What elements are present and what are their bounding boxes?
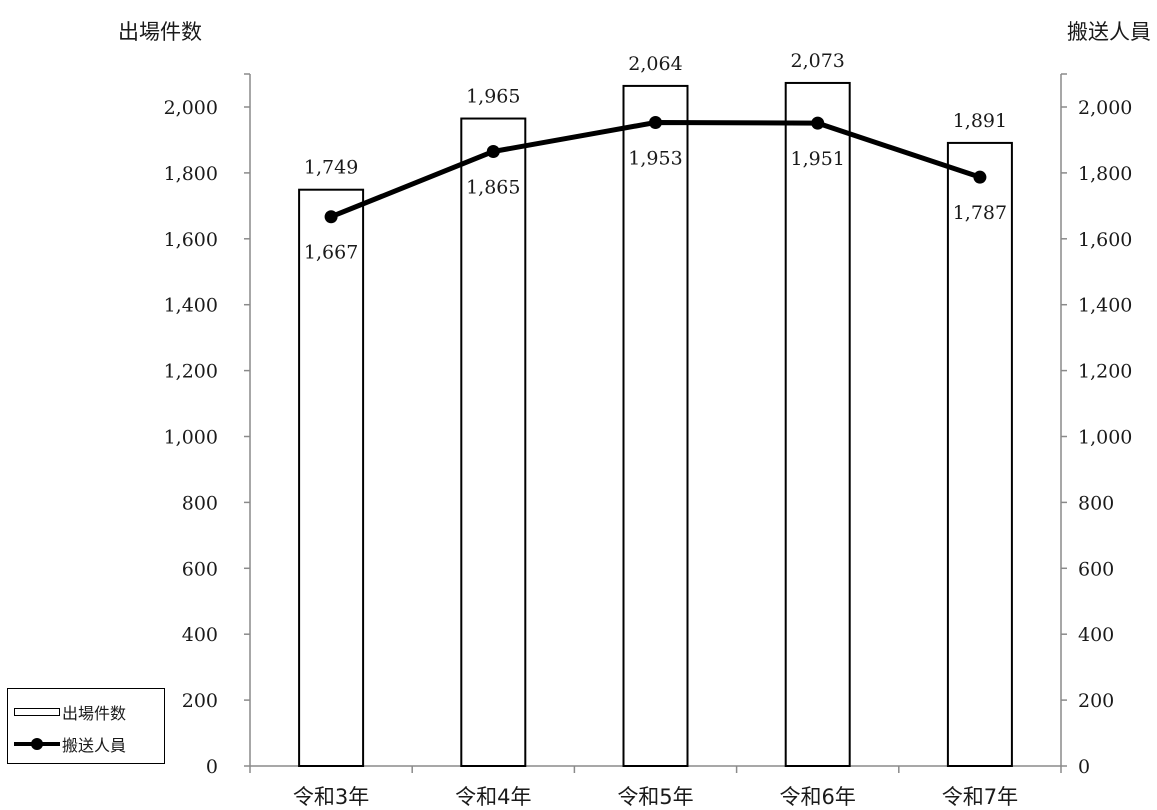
right-tick-label: 2,000 [1078, 97, 1132, 119]
bar-value-label: 2,073 [790, 50, 844, 72]
line-point [486, 144, 500, 158]
right-tick-label: 1,600 [1078, 229, 1132, 251]
bar-value-label: 2,064 [628, 53, 682, 75]
left-tick-label: 2,000 [164, 97, 218, 119]
legend-bar-swatch [14, 708, 60, 716]
x-category-label: 令和5年 [617, 785, 693, 809]
left-tick-label: 0 [206, 756, 218, 778]
line-value-label: 1,951 [790, 148, 844, 170]
right-tick-label: 600 [1078, 558, 1114, 580]
line-point [649, 115, 662, 129]
left-tick-label: 1,600 [164, 229, 218, 251]
x-category-label: 令和3年 [293, 785, 369, 809]
legend-bar-label: 出場件数 [62, 704, 127, 723]
right-axis-title: 搬送人員 [1067, 20, 1151, 44]
bar [298, 188, 365, 767]
right-tick-label: 1,400 [1078, 295, 1132, 317]
left-axis-title: 出場件数 [118, 20, 202, 44]
bar-value-label: 1,965 [466, 86, 520, 108]
x-category-label: 令和7年 [942, 785, 1018, 809]
legend-item-bar: 出場件数 [14, 699, 126, 725]
left-tick-label: 1,400 [164, 295, 218, 317]
right-tick-label: 200 [1078, 690, 1114, 712]
bar [460, 117, 527, 768]
bar-value-label: 1,749 [304, 157, 358, 179]
line-point [973, 170, 987, 184]
line-point [811, 116, 825, 130]
bar [946, 141, 1013, 767]
x-category-label: 令和4年 [455, 785, 531, 809]
bar [784, 81, 851, 768]
left-tick-label: 1,800 [164, 163, 218, 185]
line-value-label: 1,953 [628, 147, 682, 169]
right-tick-label: 0 [1078, 756, 1090, 778]
legend-line-swatch [14, 737, 60, 751]
right-tick-label: 400 [1078, 624, 1114, 646]
right-tick-label: 800 [1078, 492, 1114, 514]
left-tick-label: 1,000 [164, 427, 218, 449]
left-tick-label: 1,200 [164, 361, 218, 383]
bar [622, 84, 689, 768]
right-tick-label: 1,000 [1078, 427, 1132, 449]
left-tick-label: 600 [182, 558, 218, 580]
legend: 出場件数 搬送人員 [7, 688, 165, 764]
line-value-label: 1,865 [466, 176, 520, 198]
line-value-label: 1,787 [953, 202, 1007, 224]
x-category-label: 令和6年 [780, 785, 856, 809]
legend-line-label: 搬送人員 [62, 736, 127, 755]
right-tick-label: 1,200 [1078, 361, 1132, 383]
line-value-label: 1,667 [304, 242, 358, 264]
line-point [324, 210, 338, 224]
left-tick-label: 400 [182, 624, 218, 646]
left-tick-label: 800 [182, 492, 218, 514]
left-tick-label: 200 [182, 690, 218, 712]
legend-item-line: 搬送人員 [14, 731, 126, 757]
right-tick-label: 1,800 [1078, 163, 1132, 185]
bar-value-label: 1,891 [953, 110, 1007, 132]
